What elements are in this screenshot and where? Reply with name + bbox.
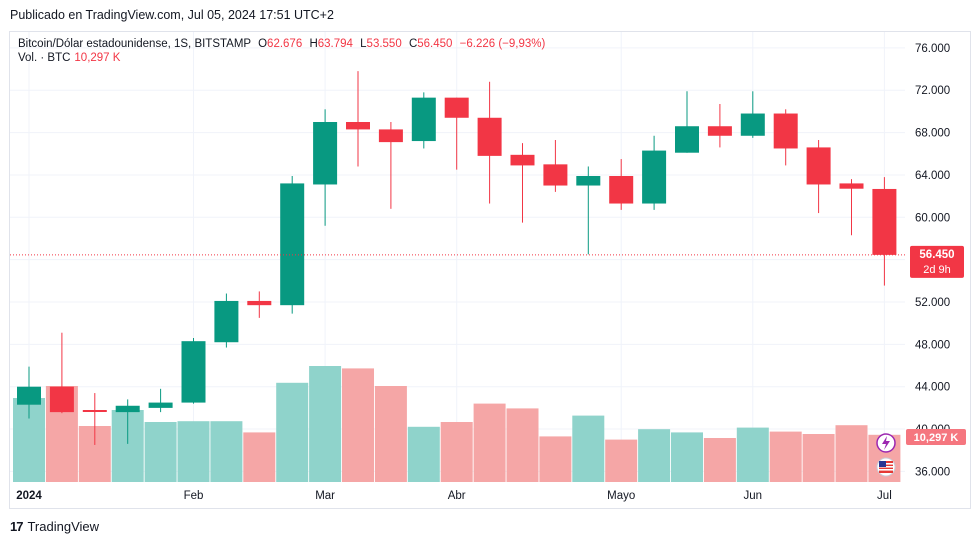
volume-bar [736,427,769,482]
close-label: C [408,38,418,50]
candle-body [806,147,831,185]
candle-body [609,176,634,204]
brand-name: TradingView [27,519,100,534]
candle-body [181,341,206,403]
volume-bar [309,366,342,482]
last-price-value: 56.450 [919,249,954,261]
y-tick-label: 48.000 [915,339,950,351]
time-axis: 2024 Feb Mar Abr Mayo Jun Jul [16,490,892,502]
change-value: −6.226 (−9,93%) [459,38,546,50]
candle-body [543,164,568,186]
volume-bar [144,422,177,482]
candle-body [707,126,732,136]
x-tick-label: Jun [744,490,763,502]
volume-tag-value: 10,297 K [914,432,959,444]
y-tick-label: 72.000 [915,85,950,97]
volume-bar [407,426,440,482]
volume-bar [638,429,671,482]
candle-body [115,405,140,413]
candle-body [675,126,699,153]
candle-body [247,300,272,306]
volume-bar [342,368,374,482]
footer-brand[interactable]: 17 TradingView [10,519,99,534]
candle-body [576,176,601,186]
y-tick-label: 76.000 [915,43,950,55]
last-price-tag: 56.450 2d 9h [910,245,964,278]
high-label: H [309,38,318,50]
x-tick-label: Abr [448,490,466,502]
candle-body [872,188,897,255]
candle-body [148,402,173,408]
tradingview-logo-icon: 17 [10,519,24,534]
volume-bar [605,439,638,482]
x-tick-label: Mayo [607,490,635,502]
candle-body [378,129,403,143]
candle-body [477,117,502,156]
y-tick-label: 52.000 [915,297,950,309]
y-tick-label: 64.000 [915,170,950,182]
volume-bar [177,421,210,482]
symbol-name: Bitcoin/Dólar estadounidense, 1S, BITSTA… [18,38,251,50]
open-value: 62.676 [267,38,303,50]
published-header: Publicado en TradingView.com, Jul 05, 20… [10,8,334,22]
volume-bar [243,432,276,482]
volume-bar [572,415,605,482]
lightning-icon [876,433,896,453]
volume-bar [276,382,309,482]
candle-body [82,410,107,412]
volume-bar [835,425,868,482]
volume-bar [703,438,736,482]
candle-body [740,113,765,136]
y-tick-label: 68.000 [915,128,950,140]
x-tick-label: 2024 [16,490,42,502]
candle-body [411,97,436,142]
volume-legend: Vol. · BTC 10,297 K [18,52,120,64]
volume-bars [13,366,901,482]
open-label: O [258,38,268,50]
candle-body [214,300,239,343]
candle-body [49,386,74,413]
candle-body [510,154,535,166]
x-tick-label: Feb [184,490,204,502]
y-tick-label: 44.000 [915,382,950,394]
high-value: 63.794 [317,38,353,50]
x-tick-label: Jul [877,490,892,502]
candle-body [17,386,41,405]
x-tick-label: Mar [315,490,335,502]
volume-tag: 10,297 K [906,429,966,445]
candle-body [839,183,864,189]
volume-bar [374,386,407,482]
price-axis: 36.00040.00044.00048.00052.00056.00060.0… [915,43,950,479]
candles [17,71,897,445]
volume-label: Vol. · BTC [18,52,71,64]
candle-body [642,150,667,204]
y-tick-label: 36.000 [915,466,950,478]
volume-bar [506,408,539,482]
volume-bar [769,431,802,482]
volume-bar [539,436,572,482]
volume-value: 10,297 K [74,52,121,64]
volume-bar [473,403,506,482]
low-label: L [360,38,367,50]
y-tick-label: 60.000 [915,212,950,224]
candle-body [313,122,338,185]
symbol-legend: Bitcoin/Dólar estadounidense, 1S, BITSTA… [18,36,545,52]
countdown-value: 2d 9h [923,264,951,276]
volume-bar [210,421,243,482]
volume-bar [802,434,835,482]
chart-frame [9,31,971,509]
us-flag-icon [876,457,896,477]
low-value: 53.550 [366,38,402,50]
volume-bar [440,422,473,482]
candle-body [773,113,798,149]
close-value: 56.450 [417,38,453,50]
candle-body [444,97,469,118]
candle-body [280,183,305,306]
candle-body [346,122,370,130]
volume-bar [671,432,703,482]
grid [10,32,905,482]
